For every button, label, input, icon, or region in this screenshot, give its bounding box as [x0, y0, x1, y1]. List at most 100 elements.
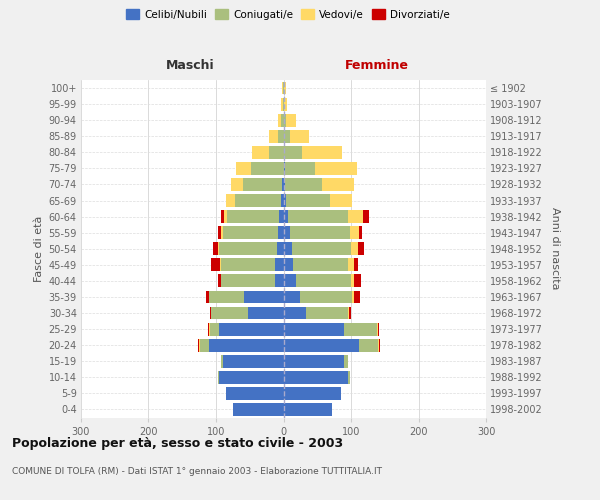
Bar — [248, 306, 284, 320]
Bar — [285, 178, 322, 191]
Bar — [278, 130, 284, 142]
Bar — [359, 226, 362, 239]
Bar — [269, 146, 284, 158]
Bar — [355, 290, 360, 304]
Bar — [283, 82, 284, 94]
Bar — [284, 162, 285, 175]
Bar — [278, 226, 284, 239]
Bar — [210, 322, 220, 336]
Bar — [284, 403, 332, 416]
Bar — [224, 210, 227, 223]
Bar — [220, 371, 284, 384]
Bar — [284, 258, 293, 271]
Bar — [284, 210, 288, 223]
Bar — [330, 194, 352, 207]
Bar — [284, 146, 302, 158]
Bar — [226, 194, 235, 207]
Bar — [244, 290, 284, 304]
Bar — [284, 242, 292, 255]
Bar — [233, 403, 284, 416]
Bar — [214, 242, 218, 255]
Bar — [293, 258, 349, 271]
Bar — [282, 178, 284, 191]
Bar — [358, 242, 364, 255]
Bar — [355, 274, 361, 287]
Bar — [227, 210, 280, 223]
Bar — [226, 387, 284, 400]
Bar — [220, 322, 284, 336]
Bar — [378, 339, 379, 351]
Bar — [284, 274, 296, 287]
Bar — [302, 146, 341, 158]
Bar — [223, 226, 278, 239]
Bar — [344, 322, 377, 336]
Text: Popolazione per età, sesso e stato civile - 2003: Popolazione per età, sesso e stato civil… — [12, 438, 343, 450]
Legend: Celibi/Nubili, Coniugati/e, Vedovi/e, Divorziati/e: Celibi/Nubili, Coniugati/e, Vedovi/e, Di… — [122, 5, 454, 24]
Text: Femmine: Femmine — [344, 58, 409, 71]
Bar — [322, 178, 355, 191]
Bar — [352, 290, 355, 304]
Bar — [209, 322, 210, 336]
Bar — [211, 306, 248, 320]
Bar — [359, 339, 378, 351]
Bar — [355, 258, 358, 271]
Bar — [284, 82, 286, 94]
Bar — [243, 178, 282, 191]
Bar — [347, 371, 350, 384]
Bar — [199, 339, 200, 351]
Bar — [275, 258, 284, 271]
Bar — [292, 242, 351, 255]
Bar — [286, 114, 296, 126]
Bar — [344, 355, 347, 368]
Bar — [284, 226, 290, 239]
Bar — [284, 130, 290, 142]
Bar — [209, 290, 244, 304]
Text: Maschi: Maschi — [166, 58, 215, 71]
Bar — [281, 194, 284, 207]
Bar — [211, 258, 220, 271]
Bar — [284, 355, 344, 368]
Bar — [209, 339, 284, 351]
Bar — [290, 130, 309, 142]
Y-axis label: Fasce di età: Fasce di età — [34, 216, 44, 282]
Bar — [349, 306, 351, 320]
Bar — [236, 162, 251, 175]
Bar — [200, 339, 209, 351]
Bar — [221, 274, 275, 287]
Bar — [288, 210, 347, 223]
Bar — [379, 339, 380, 351]
Bar — [284, 306, 306, 320]
Bar — [223, 355, 284, 368]
Bar — [283, 98, 284, 110]
Bar — [284, 114, 286, 126]
Bar — [290, 226, 350, 239]
Bar — [284, 290, 300, 304]
Bar — [221, 226, 223, 239]
Text: COMUNE DI TOLFA (RM) - Dati ISTAT 1° gennaio 2003 - Elaborazione TUTTITALIA.IT: COMUNE DI TOLFA (RM) - Dati ISTAT 1° gen… — [12, 468, 382, 476]
Bar — [285, 162, 315, 175]
Bar — [347, 210, 363, 223]
Bar — [284, 98, 287, 110]
Bar — [221, 210, 224, 223]
Bar — [351, 274, 355, 287]
Bar — [282, 82, 283, 94]
Bar — [349, 258, 355, 271]
Bar — [278, 114, 281, 126]
Bar — [231, 178, 243, 191]
Bar — [281, 114, 284, 126]
Bar — [251, 162, 284, 175]
Bar — [269, 130, 278, 142]
Bar — [363, 210, 368, 223]
Y-axis label: Anni di nascita: Anni di nascita — [550, 208, 560, 290]
Bar — [351, 242, 358, 255]
Bar — [277, 242, 284, 255]
Bar — [218, 226, 221, 239]
Bar — [284, 339, 359, 351]
Bar — [208, 322, 209, 336]
Bar — [350, 226, 359, 239]
Bar — [377, 322, 378, 336]
Bar — [220, 258, 221, 271]
Bar — [235, 194, 281, 207]
Bar — [220, 242, 277, 255]
Bar — [378, 322, 379, 336]
